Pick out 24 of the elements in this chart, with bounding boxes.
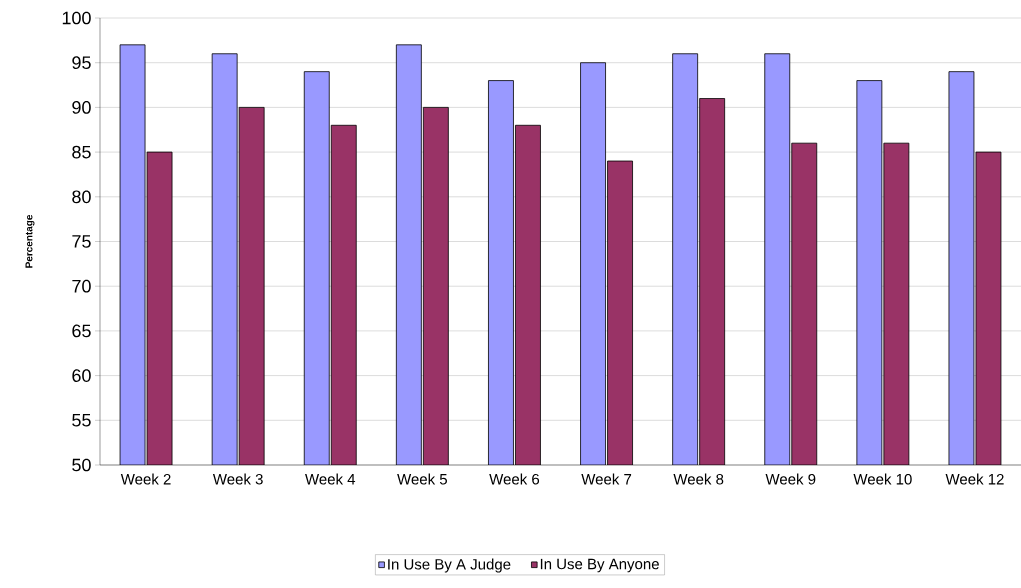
x-tick-label: Week 6	[489, 473, 540, 485]
x-tick-label: Week 9	[765, 473, 816, 485]
y-tick-label: 95	[72, 56, 91, 70]
y-tick-label: 50	[72, 458, 91, 472]
x-tick-label: Week 12	[945, 473, 1004, 485]
x-tick-label: Week 10	[853, 473, 912, 485]
x-tick-label: Week 2	[120, 473, 171, 485]
y-tick-label: 60	[72, 369, 91, 382]
x-tick-label: Week 5	[397, 473, 448, 485]
y-tick-label: 70	[72, 279, 91, 293]
y-tick-label: 90	[72, 101, 91, 114]
x-tick-label: Week 3	[212, 473, 263, 485]
x-tick-label: Week 8	[673, 473, 724, 485]
x-tick-label: Week 7	[581, 473, 632, 485]
legend-label: In Use By A Judge	[388, 558, 511, 573]
y-axis-title: Percentage	[25, 214, 35, 268]
y-tick-label: 75	[72, 235, 91, 248]
y-tick-label: 80	[72, 190, 91, 204]
y-tick-label: 85	[72, 145, 91, 159]
y-tick-label: 55	[72, 414, 91, 427]
legend-label: In Use By Anyone	[540, 558, 659, 573]
x-tick-label: Week 4	[305, 473, 356, 485]
y-tick-label: 65	[72, 324, 91, 338]
y-tick-label: 100	[62, 11, 91, 25]
